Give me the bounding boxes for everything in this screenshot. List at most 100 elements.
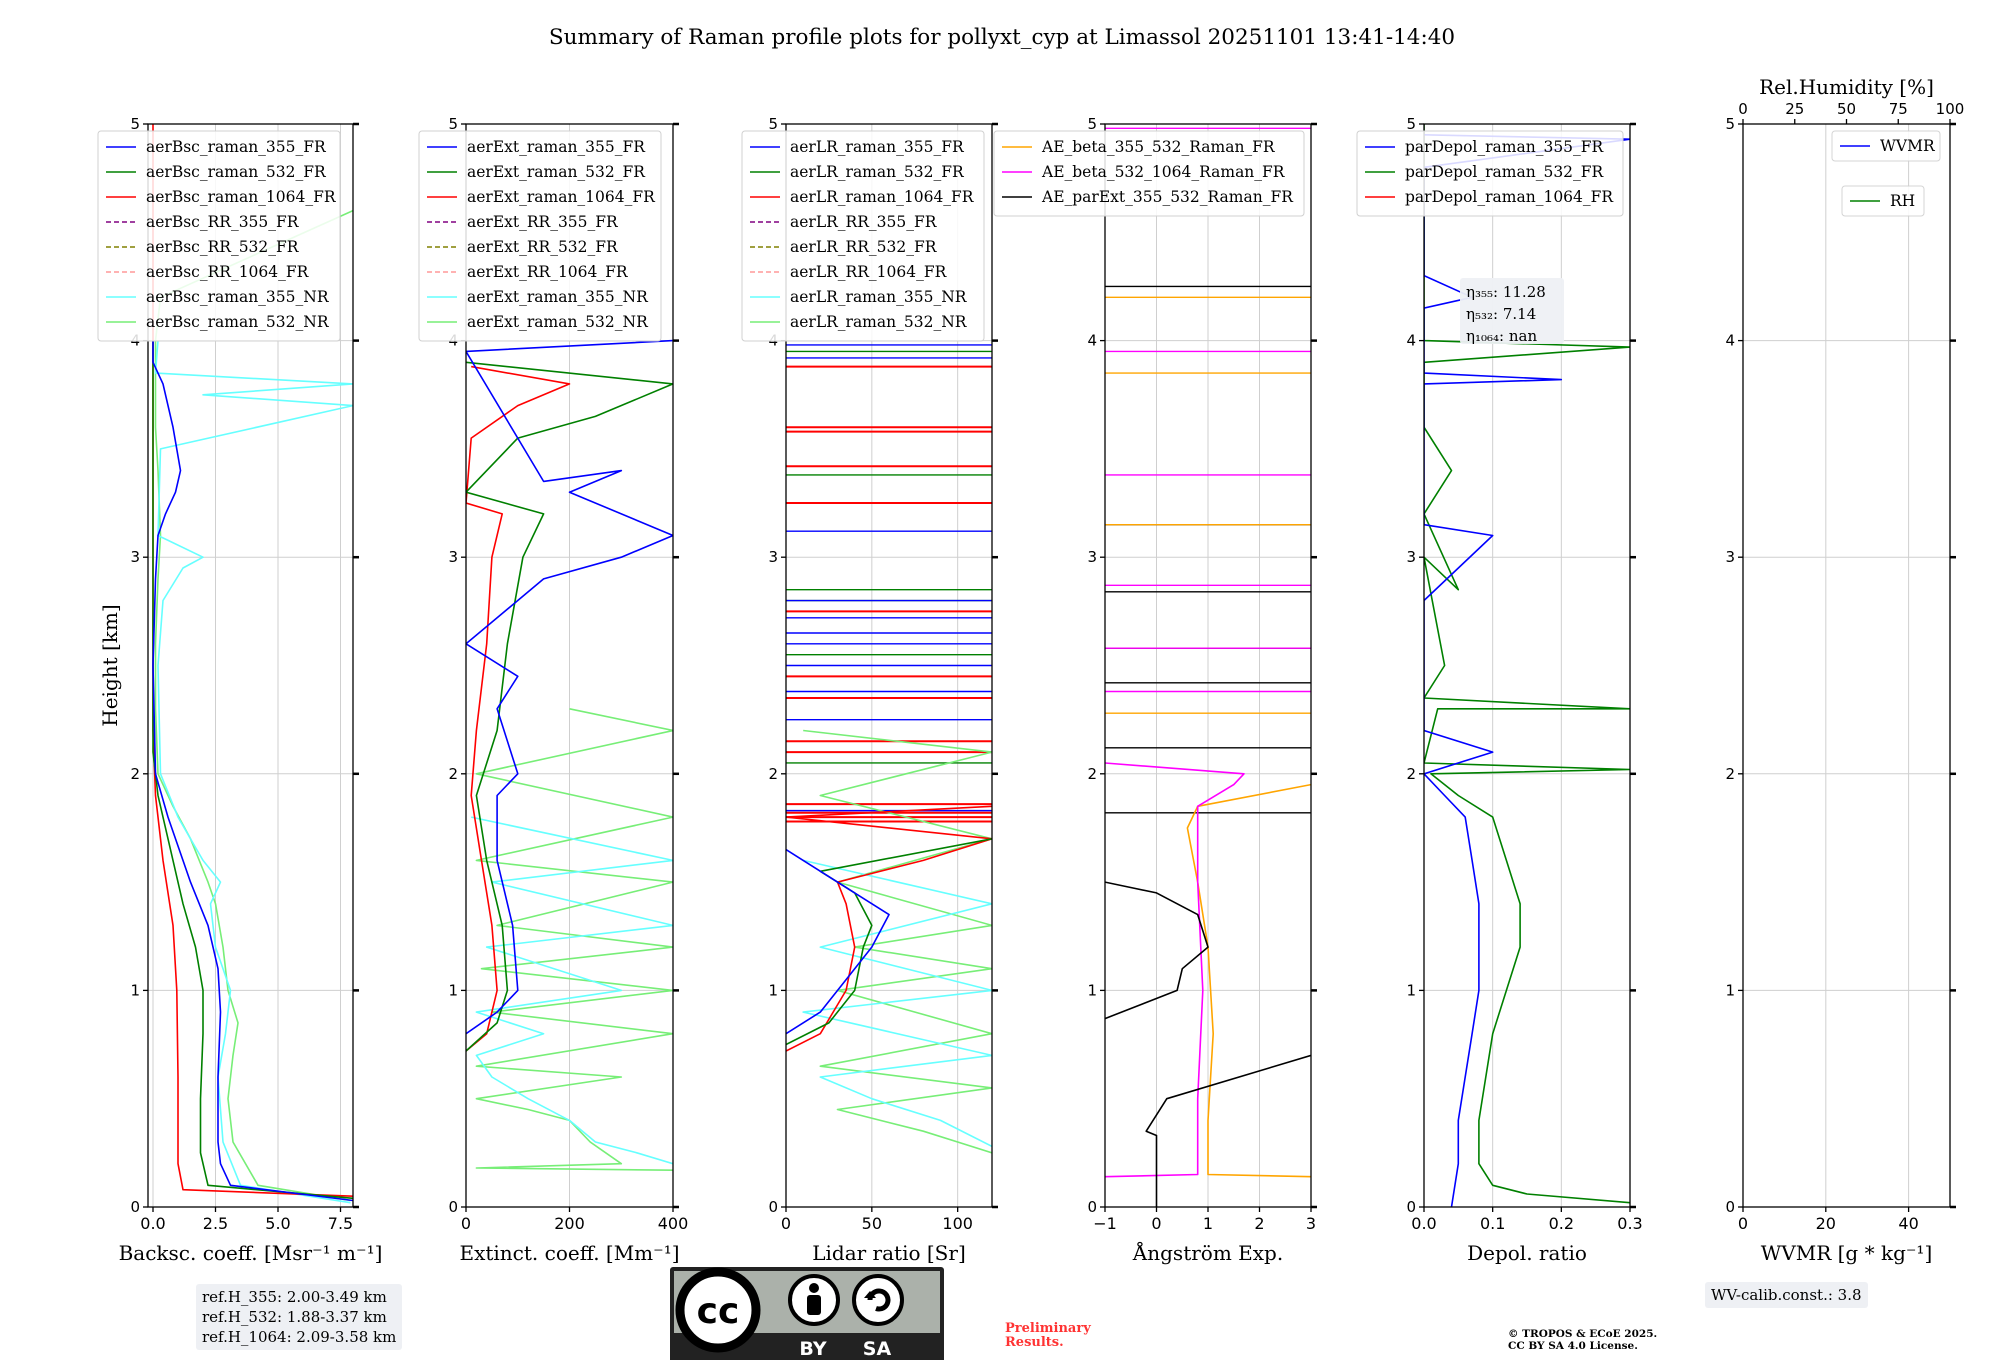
plot-frame xyxy=(785,123,993,1208)
legend-box: aerExt_raman_355_FR aerExt_raman_532_FRae… xyxy=(418,130,662,342)
legend-label: aerExt_RR_532_FR xyxy=(467,238,619,256)
top-x-tick-label: 100 xyxy=(1936,100,1965,118)
y-tick-label: 4 xyxy=(1725,332,1735,350)
legend-label: aerExt_raman_355_NR xyxy=(467,288,649,306)
series-aerBsc_raman_355_FR xyxy=(152,340,353,1202)
cc-logo-text: cc xyxy=(697,1291,740,1332)
series-aerLR_raman_1064_FR xyxy=(786,805,992,1052)
y-tick-label: 0 xyxy=(1725,1198,1735,1216)
y-tick-label: 3 xyxy=(1406,548,1416,566)
data-layer xyxy=(786,344,992,1154)
legend-label: AE_beta_532_1064_Raman_FR xyxy=(1041,163,1286,181)
sa-label: SA xyxy=(863,1338,892,1360)
y-tick-label: 3 xyxy=(1087,548,1097,566)
wv-calibration-box: WV-calib.const.: 3.8 xyxy=(1705,1282,1868,1308)
eta-value: η₅₃₂: 7.14 xyxy=(1466,305,1536,323)
legend-label: aerLR_raman_532_NR xyxy=(790,313,968,331)
y-tick-label: 0 xyxy=(1087,1198,1097,1216)
legend-label: aerLR_raman_355_NR xyxy=(790,288,968,306)
series-aerLR_raman_532_NR xyxy=(803,729,992,1154)
x-tick-label: 0 xyxy=(1151,1214,1161,1233)
y-tick-label: 0 xyxy=(1406,1198,1416,1216)
legend-label: aerExt_raman_532_FR xyxy=(467,163,646,181)
legend-label: aerLR_RR_1064_FR xyxy=(790,263,948,281)
x-axis-label: WVMR [g * kg⁻¹] xyxy=(1761,1241,1933,1265)
series-parDepol_raman_532_FR xyxy=(1424,124,1630,1204)
x-tick-label: 0.3 xyxy=(1617,1214,1642,1233)
legend-label: aerExt_RR_355_FR xyxy=(467,213,619,231)
x-tick-label: 0.2 xyxy=(1549,1214,1574,1233)
top-x-tick-label: 50 xyxy=(1837,100,1856,118)
top-x-tick-label: 0 xyxy=(1738,100,1748,118)
eta-value: η₃₅₅: 11.28 xyxy=(1466,283,1546,301)
y-tick-label: 0 xyxy=(130,1198,140,1216)
legend-label: aerLR_raman_1064_FR xyxy=(790,188,975,206)
y-tick-label: 3 xyxy=(768,548,778,566)
y-tick-label: 1 xyxy=(130,981,140,999)
preliminary-note: Preliminary Results. xyxy=(1005,1322,1091,1350)
x-tick-label: 200 xyxy=(554,1214,585,1233)
y-tick-label: 4 xyxy=(1087,332,1097,350)
y-tick-label: 1 xyxy=(1725,981,1735,999)
plot-frame xyxy=(147,123,354,1208)
legend-wvmr: WVMR xyxy=(1831,130,1941,162)
x-axis-label: Backsc. coeff. [Msr⁻¹ m⁻¹] xyxy=(119,1241,383,1265)
y-tick-label: 1 xyxy=(768,981,778,999)
y-tick-label: 3 xyxy=(130,548,140,566)
legend-label: parDepol_raman_1064_FR xyxy=(1405,188,1614,206)
y-axis-label: Height [km] xyxy=(98,604,122,726)
preliminary-line-2: Results. xyxy=(1005,1335,1064,1350)
series-aerExt_raman_355_FR xyxy=(466,339,673,1035)
legend-label: AE_parExt_355_532_Raman_FR xyxy=(1041,188,1294,206)
legend-label: aerExt_raman_355_FR xyxy=(467,138,646,156)
series-AE_parExt_355_532_Raman_FR xyxy=(1145,1054,1311,1207)
series-aerExt_raman_532_FR xyxy=(466,361,673,1052)
top-axis-label: Rel.Humidity [%] xyxy=(1759,75,1934,99)
eta-value: η₁₀₆₄: nan xyxy=(1466,327,1537,345)
x-tick-label: 5.0 xyxy=(265,1214,290,1233)
ref-height-1064: ref.H_1064: 2.09-3.58 km xyxy=(202,1328,397,1346)
top-x-tick-label: 75 xyxy=(1889,100,1908,118)
y-tick-label: 5 xyxy=(1087,115,1097,133)
y-tick-label: 5 xyxy=(130,115,140,133)
y-tick-label: 0 xyxy=(768,1198,778,1216)
legend-label: aerBsc_RR_355_FR xyxy=(146,213,300,231)
copyright-line-2: CC BY SA 4.0 License. xyxy=(1508,1340,1638,1352)
by-label: BY xyxy=(799,1338,826,1360)
legend-label: aerLR_RR_355_FR xyxy=(790,213,938,231)
legend-label: aerLR_RR_532_FR xyxy=(790,238,938,256)
series-AE_parExt_355_532_Raman_FR xyxy=(1105,881,1209,1020)
legend-box: parDepol_raman_355_FR parDepol_raman_532_… xyxy=(1356,130,1624,217)
x-tick-label: 2 xyxy=(1254,1214,1264,1233)
series-AE_beta_532_1064_Raman_FR xyxy=(1105,762,1245,1178)
series-aerLR_raman_355_FR xyxy=(786,848,890,1035)
x-tick-label: 2.5 xyxy=(203,1214,228,1233)
x-tick-label: 0.1 xyxy=(1480,1214,1505,1233)
copyright-note: © TROPOS & ECoE 2025. CC BY SA 4.0 Licen… xyxy=(1508,1328,1657,1352)
legend-label: WVMR xyxy=(1880,137,1936,155)
series-AE_beta_355_532_Raman_FR xyxy=(1186,783,1311,1178)
x-tick-label: 0.0 xyxy=(140,1214,165,1233)
legend-label: aerBsc_RR_1064_FR xyxy=(146,263,310,281)
y-tick-label: 2 xyxy=(130,765,140,783)
x-axis-label: Ångström Exp. xyxy=(1132,1240,1283,1265)
panel-5: 0 1 2 3 4 5 0.0 0.1 0.2 0.3 Depol. ratio parDepol_r… xyxy=(1356,115,1643,1265)
x-tick-label: 0 xyxy=(1738,1214,1748,1233)
y-tick-label: 2 xyxy=(768,765,778,783)
legend-label: aerLR_raman_532_FR xyxy=(790,163,965,181)
legend-box: AE_beta_355_532_Raman_FR AE_beta_532_1064… xyxy=(993,130,1305,217)
x-tick-label: 100 xyxy=(942,1214,973,1233)
legend-box: aerBsc_raman_355_FR aerBsc_raman_532_FRae… xyxy=(97,130,341,342)
series-aerExt_raman_532_NR xyxy=(475,708,673,1171)
legend-label: aerExt_raman_1064_FR xyxy=(467,188,656,206)
data-layer xyxy=(152,124,353,1204)
x-tick-label: 400 xyxy=(658,1214,689,1233)
x-tick-label: 50 xyxy=(862,1214,882,1233)
series-aerBsc_raman_532_NR xyxy=(154,209,353,1202)
legend-label: aerBsc_raman_532_FR xyxy=(146,163,327,181)
x-tick-label: 3 xyxy=(1306,1214,1316,1233)
